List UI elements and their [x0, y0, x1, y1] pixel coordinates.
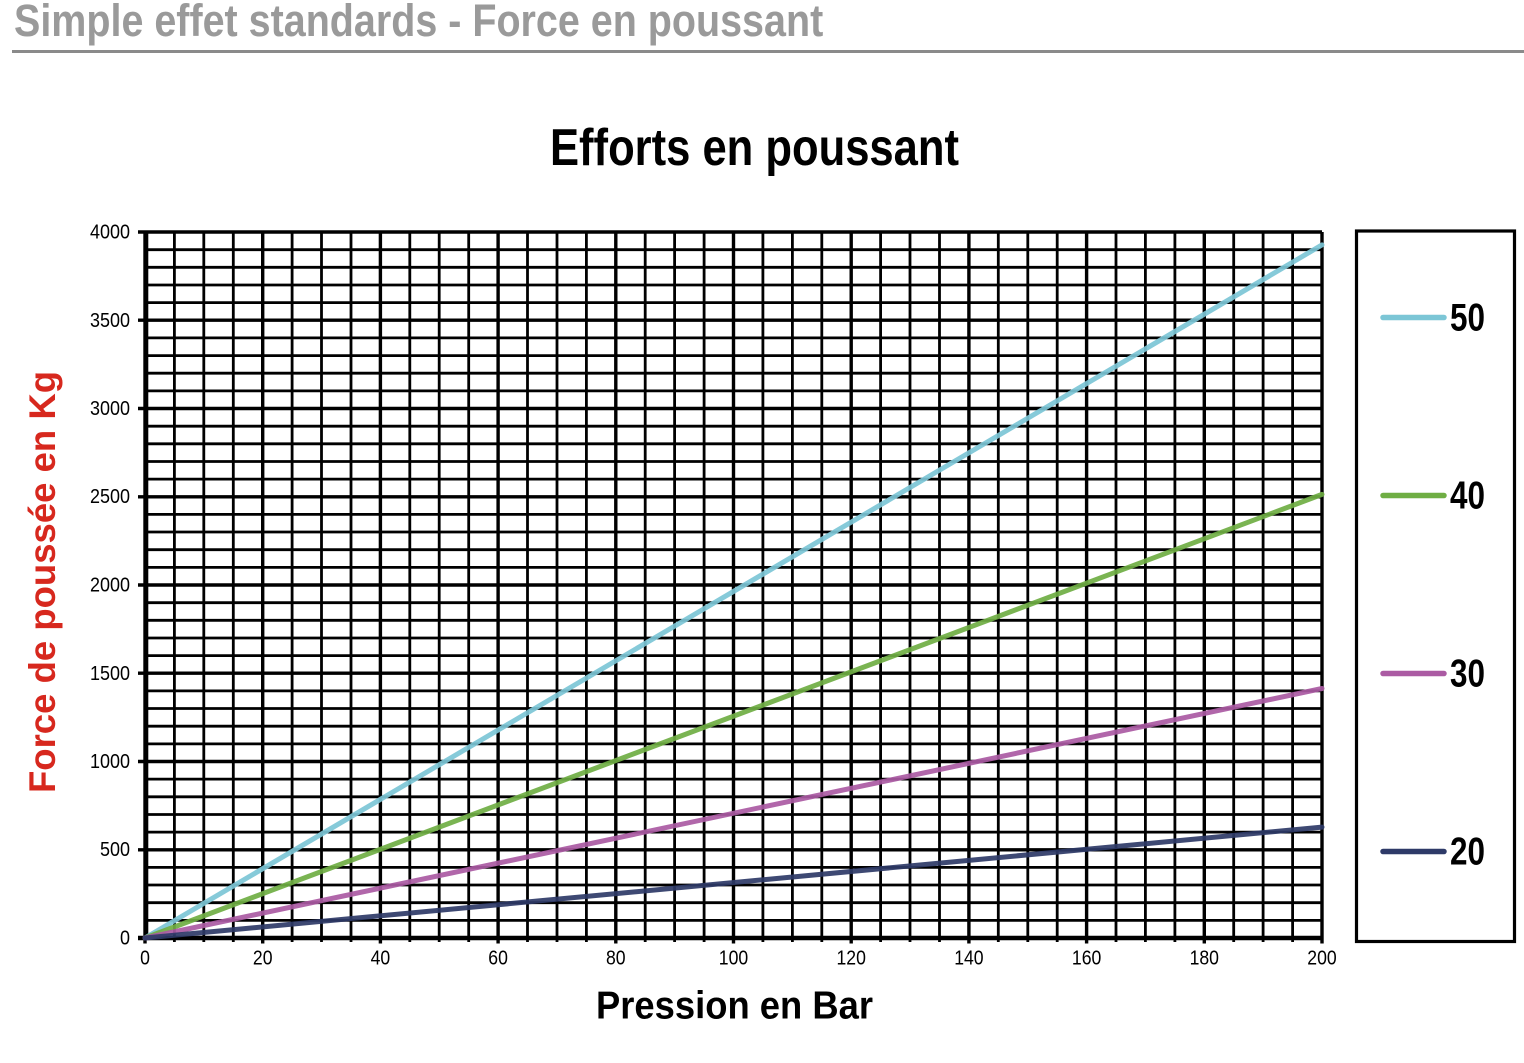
svg-text:180: 180	[1190, 947, 1219, 970]
svg-text:1500: 1500	[90, 662, 130, 685]
svg-text:120: 120	[837, 947, 866, 970]
svg-text:0: 0	[120, 927, 130, 950]
svg-text:0: 0	[140, 947, 150, 970]
svg-text:Force de poussée en Kg: Force de poussée en Kg	[22, 371, 63, 793]
svg-text:140: 140	[954, 947, 983, 970]
svg-text:1000: 1000	[90, 750, 130, 773]
svg-text:20: 20	[1450, 831, 1485, 874]
svg-text:80: 80	[606, 947, 626, 970]
svg-text:500: 500	[100, 838, 130, 861]
svg-text:20: 20	[253, 947, 273, 970]
svg-text:40: 40	[1450, 475, 1485, 518]
svg-text:2000: 2000	[90, 574, 130, 597]
svg-text:30: 30	[1450, 653, 1485, 696]
svg-text:160: 160	[1072, 947, 1101, 970]
svg-text:100: 100	[719, 947, 748, 970]
svg-text:50: 50	[1450, 297, 1485, 340]
svg-text:Pression en Bar: Pression en Bar	[596, 985, 873, 1028]
svg-text:3500: 3500	[90, 309, 130, 332]
svg-text:3000: 3000	[90, 397, 130, 420]
svg-text:40: 40	[371, 947, 391, 970]
svg-text:60: 60	[488, 947, 508, 970]
svg-text:2500: 2500	[90, 485, 130, 508]
svg-text:200: 200	[1307, 947, 1336, 970]
svg-text:Efforts en poussant: Efforts en poussant	[550, 119, 959, 177]
svg-text:4000: 4000	[90, 221, 130, 244]
